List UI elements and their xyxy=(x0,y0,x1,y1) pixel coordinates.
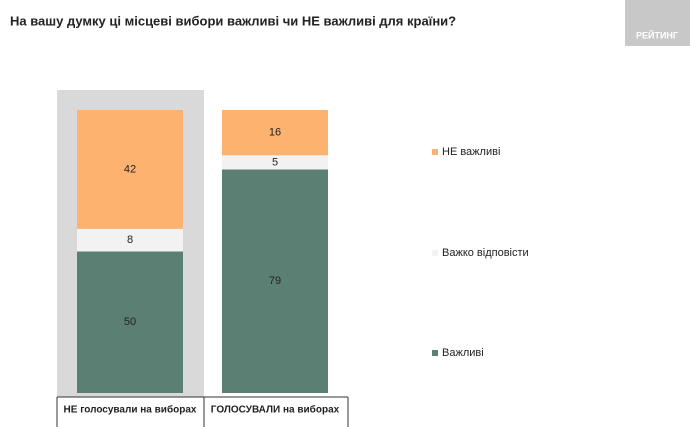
legend-label: НЕ важливі xyxy=(442,146,500,158)
legend-swatch xyxy=(432,250,438,256)
chart-title: На вашу думку ці місцеві вибори важливі … xyxy=(10,13,456,28)
value-label: 42 xyxy=(124,163,136,175)
value-label: 79 xyxy=(269,275,281,287)
bar-segment xyxy=(222,169,328,393)
logo: РЕЙТИНГ xyxy=(636,29,678,40)
bar-segment xyxy=(77,228,183,252)
bar-segment xyxy=(77,110,183,229)
bar-segment xyxy=(222,110,328,156)
legend-label: Важко відповісти xyxy=(442,247,529,259)
legend-swatch xyxy=(432,350,438,356)
bar-segment xyxy=(77,251,183,393)
value-label: 8 xyxy=(127,234,133,246)
x-tick-label: ГОЛОСУВАЛИ на виборах xyxy=(211,404,340,416)
legend-swatch xyxy=(432,149,438,155)
value-label: 16 xyxy=(269,127,281,139)
value-label: 5 xyxy=(272,156,278,168)
value-label: 50 xyxy=(124,316,136,328)
logo-box xyxy=(625,0,690,46)
x-tick-label: НЕ голосували на виборах xyxy=(64,404,197,416)
bar-segment xyxy=(222,155,328,170)
legend-label: Важливі xyxy=(442,347,484,359)
